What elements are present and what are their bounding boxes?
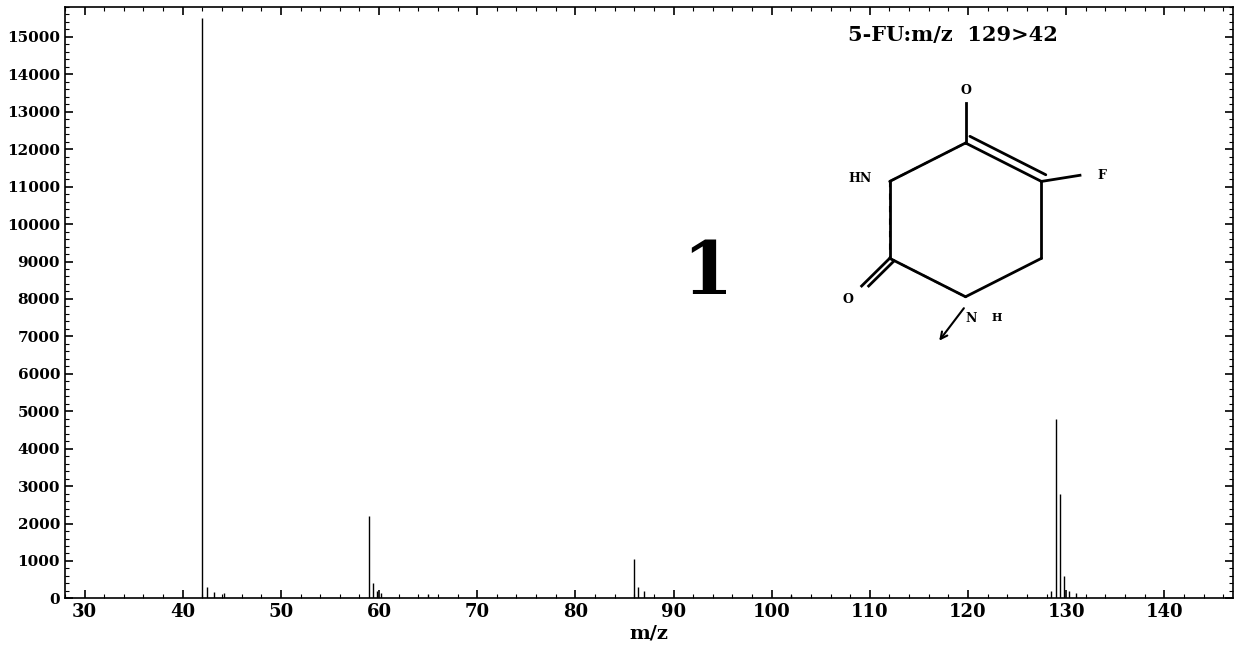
Text: 5-FU:m/z  129>42: 5-FU:m/z 129>42 xyxy=(848,25,1058,45)
X-axis label: m/z: m/z xyxy=(630,624,668,642)
Text: 1: 1 xyxy=(682,238,733,309)
